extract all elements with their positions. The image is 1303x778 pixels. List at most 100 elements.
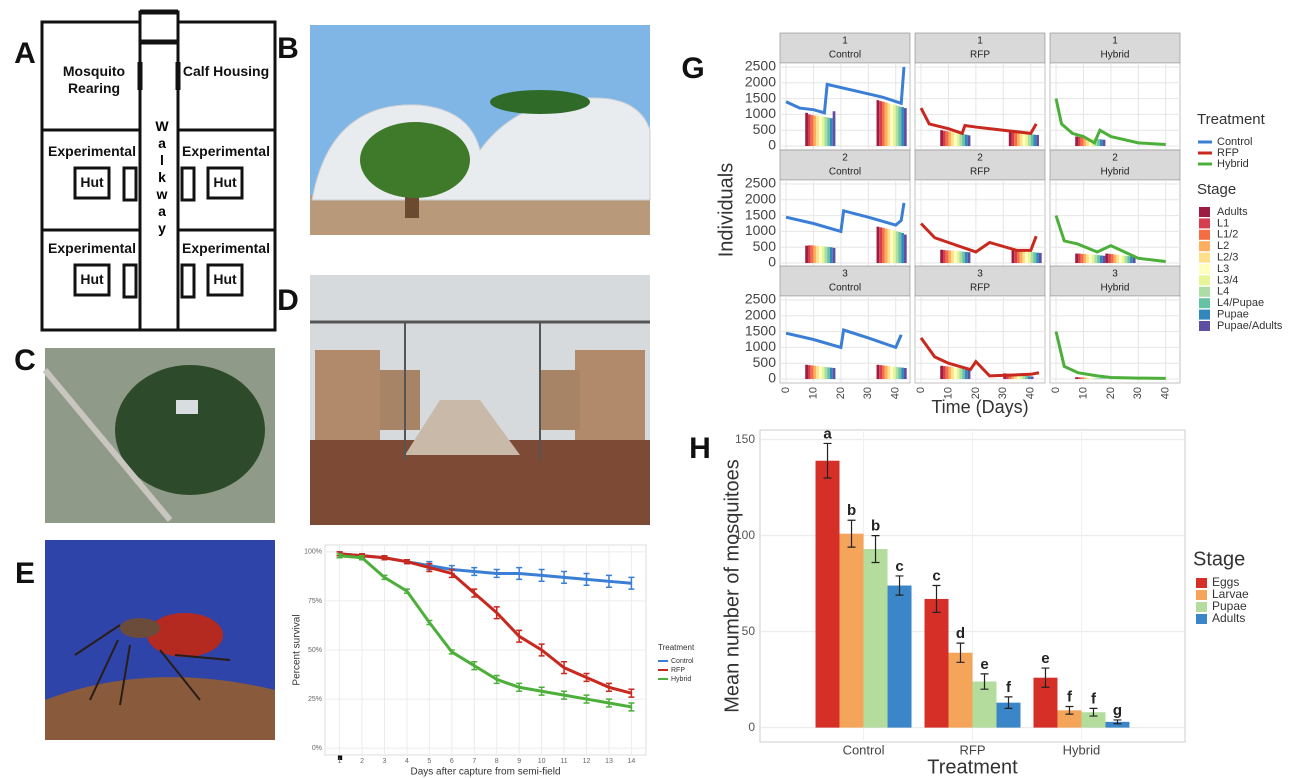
y-tick-label: 2000	[745, 306, 776, 322]
bar	[895, 105, 899, 147]
bar	[890, 229, 893, 264]
line	[785, 328, 903, 350]
y-tick-label: 1500	[745, 322, 776, 338]
bar	[827, 367, 830, 380]
line	[339, 554, 632, 709]
bar	[876, 226, 880, 264]
bar	[805, 245, 808, 264]
bar	[903, 108, 907, 147]
bar	[882, 365, 885, 380]
bar	[1036, 134, 1039, 147]
y-tick-label: 2500	[745, 291, 776, 307]
legend-swatch	[1199, 241, 1210, 252]
x-tick-label: 8	[495, 758, 499, 765]
bar	[815, 460, 840, 728]
line	[1054, 98, 1166, 146]
x-tick-label: 11	[560, 758, 567, 765]
x-tick-label: 40	[890, 387, 902, 399]
legend-label: Hybrid	[1217, 158, 1249, 170]
x-tick-label: 10	[538, 758, 546, 765]
y-tick-label: 500	[753, 121, 777, 137]
strip-label: Control	[829, 283, 861, 294]
line	[1054, 215, 1166, 263]
legend-label: Pupae	[1212, 599, 1247, 613]
bar	[1075, 377, 1078, 380]
bar	[1077, 136, 1081, 147]
x-tick-label: 6	[450, 758, 454, 765]
bar	[824, 367, 828, 380]
hut-label: Hut	[213, 271, 237, 287]
strip-label: RFP	[970, 50, 990, 61]
bar	[816, 366, 819, 380]
y-tick-label: 0	[768, 137, 776, 153]
error-bar	[448, 568, 455, 579]
bar	[1094, 254, 1098, 264]
y-tick-label: 1500	[745, 89, 776, 105]
bar	[813, 365, 817, 380]
bar	[824, 246, 828, 264]
x-tick-label: 5	[427, 758, 431, 765]
error-bar	[381, 555, 388, 561]
bar	[1075, 136, 1078, 147]
bar	[807, 365, 811, 380]
legend-swatch	[1199, 298, 1210, 309]
error-bar	[471, 566, 478, 577]
legend-swatch	[1199, 252, 1210, 263]
x-tick-label: 20	[1105, 387, 1117, 399]
bar	[945, 366, 949, 380]
bar	[962, 251, 965, 264]
legend-label: Eggs	[1212, 575, 1239, 589]
x-tick-label: 40	[1025, 387, 1037, 399]
bar	[805, 112, 808, 147]
significance-letter: a	[823, 425, 832, 442]
legend-swatch	[1196, 614, 1207, 624]
panel-letter: C	[14, 344, 36, 377]
bar	[948, 652, 973, 728]
bar	[887, 585, 912, 728]
error-bar	[403, 588, 410, 594]
strip-label: Control	[829, 167, 861, 178]
bar	[832, 247, 836, 264]
x-axis-title: Time (Days)	[931, 397, 1028, 417]
y-tick-label: 0%	[312, 745, 322, 752]
bar	[821, 246, 825, 264]
strip	[914, 32, 1046, 64]
bar	[816, 245, 819, 264]
bar	[948, 366, 952, 380]
bar	[1083, 253, 1087, 264]
legend-swatch	[1199, 286, 1210, 297]
x-tick-label: 12	[583, 758, 591, 765]
hut-label: Hut	[213, 174, 237, 190]
y-tick-label: 2500	[745, 175, 776, 191]
y-tick-label: 1000	[745, 338, 776, 354]
error-bar	[493, 674, 500, 685]
y-tick-label: 100%	[304, 549, 322, 556]
legend-swatch	[1199, 218, 1210, 229]
y-axis-title: Percent survival	[292, 614, 303, 685]
legend-title: Stage	[1197, 181, 1236, 198]
error-bar	[583, 672, 590, 683]
bar	[1057, 710, 1082, 728]
bar	[1008, 131, 1012, 147]
bar	[810, 115, 814, 147]
bar	[839, 533, 864, 728]
hut-box	[73, 166, 111, 200]
bar	[1030, 251, 1034, 264]
bar	[1030, 376, 1034, 380]
y-tick-label: 1000	[745, 222, 776, 238]
panel-letter: B	[277, 32, 299, 65]
y-axis-title: Mean number of mosquitoes	[721, 459, 743, 712]
bar	[1033, 252, 1037, 264]
error-bar	[516, 629, 523, 643]
walkway-label: Walkway	[154, 118, 170, 237]
error-bar	[561, 570, 568, 585]
panel-letter: H	[689, 432, 711, 465]
room-label: Experimental	[48, 143, 136, 159]
hut-label: Hut	[80, 271, 104, 287]
x-tick-label: 10	[1077, 387, 1089, 399]
bar	[898, 106, 902, 147]
error-bar	[932, 584, 941, 613]
bar	[1105, 721, 1130, 728]
strip	[779, 32, 911, 64]
